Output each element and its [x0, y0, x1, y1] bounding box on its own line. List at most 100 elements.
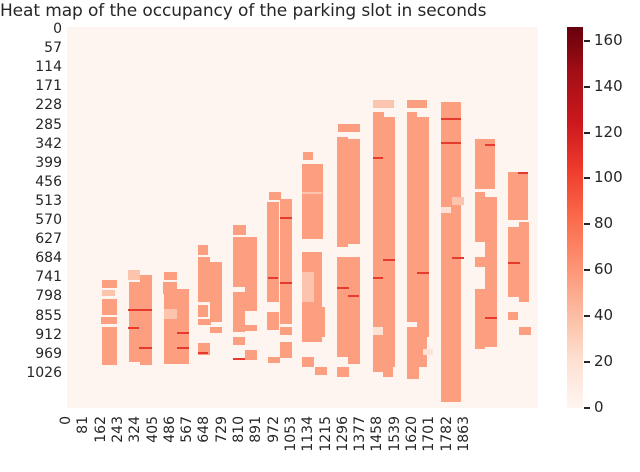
- heatmap-cell: [102, 280, 117, 288]
- heatmap-cell: [417, 117, 429, 337]
- heatmap-cell: [485, 197, 497, 347]
- heatmap-cell: [452, 257, 464, 259]
- y-tick-label: 228: [35, 97, 62, 114]
- heatmap-cell: [101, 317, 117, 324]
- heatmap-cell: [337, 367, 349, 377]
- y-tick-label: 285: [35, 116, 62, 133]
- heatmap-cell: [129, 282, 140, 362]
- heatmap-cell: [268, 277, 278, 279]
- x-tick-label: 891: [248, 416, 265, 443]
- heatmap-cell: [198, 352, 208, 354]
- heatmap-cell: [210, 327, 222, 333]
- heatmap-cell: [508, 172, 528, 220]
- heatmap-cell: [280, 199, 292, 324]
- x-tick-label: 1701: [421, 416, 438, 452]
- heatmap-cell: [519, 222, 529, 302]
- x-tick-label: 0: [58, 416, 74, 425]
- heatmap-cell: [337, 137, 348, 247]
- heatmap-cell: [373, 100, 394, 108]
- heatmap-cell: [177, 347, 189, 349]
- heatmap-cell: [383, 259, 395, 261]
- heatmap-cell: [102, 290, 115, 296]
- heatmap-cell: [198, 319, 211, 325]
- heatmap-cell: [302, 357, 314, 367]
- heatmap-cell: [177, 289, 189, 364]
- heatmap-cell: [177, 332, 189, 334]
- heatmap-cell: [267, 312, 279, 330]
- y-tick-label: 456: [35, 173, 62, 190]
- heatmap-cell: [417, 272, 429, 274]
- heatmap-cell: [302, 164, 323, 239]
- heatmap-cell: [475, 139, 495, 189]
- colorbar-tick-label: 40: [594, 306, 614, 325]
- y-tick-label: 798: [35, 288, 62, 305]
- y-tick-label: 513: [35, 192, 62, 209]
- heatmap-cell: [303, 152, 313, 160]
- y-tick-label: 1026: [26, 364, 62, 381]
- heatmap-cell: [233, 337, 245, 345]
- heatmap-cell: [407, 100, 427, 108]
- heatmap-cell: [373, 112, 384, 372]
- heatmap-cell: [407, 112, 417, 322]
- heatmap-cell: [245, 350, 257, 360]
- heatmap-cell: [164, 272, 177, 280]
- heatmap-cell: [485, 144, 495, 146]
- heatmap-cell: [518, 172, 528, 174]
- x-tick-label: 1863: [455, 416, 472, 452]
- heatmap-cell: [383, 117, 395, 367]
- heatmap-cell: [338, 124, 360, 132]
- colorbar-tick: [584, 269, 590, 272]
- colorbar-tick: [584, 131, 590, 134]
- x-tick-label: 81: [75, 416, 92, 434]
- heatmap-cell: [280, 342, 292, 358]
- heatmap-cell: [407, 367, 419, 379]
- heatmap-cell: [128, 270, 140, 280]
- x-tick-label: 1215: [317, 416, 334, 452]
- colorbar-tick: [584, 315, 590, 318]
- heatmap-cell: [475, 333, 487, 341]
- y-tick-label: 0: [53, 21, 62, 37]
- heatmap-cell: [280, 282, 292, 284]
- x-tick-label: 648: [196, 416, 213, 443]
- heatmap-cell: [198, 305, 208, 317]
- heatmap-cell: [475, 257, 495, 267]
- heatmap-cell: [163, 282, 177, 294]
- heatmap-cell: [315, 367, 327, 375]
- heatmap-cell: [280, 327, 292, 335]
- y-tick-label: 171: [35, 78, 62, 95]
- colorbar-tick-label: 20: [594, 352, 614, 371]
- colorbar-tick-label: 0: [594, 398, 604, 416]
- x-tick-label: 405: [144, 416, 161, 443]
- heatmap-cell: [373, 327, 383, 335]
- heatmap-cell: [164, 309, 177, 319]
- y-tick-label: 912: [35, 326, 62, 343]
- x-tick-label: 1620: [404, 416, 420, 452]
- colorbar-tick-label: 60: [594, 260, 614, 279]
- x-tick-label: 1782: [438, 416, 455, 452]
- heatmap-cell: [164, 294, 177, 364]
- heatmap-cell: [423, 349, 433, 355]
- heatmap-cell: [280, 217, 292, 219]
- heatmap-cell: [267, 202, 279, 302]
- heatmap-cell: [245, 241, 257, 311]
- x-tick-label: 486: [161, 416, 178, 443]
- heatmap-cell: [198, 245, 208, 255]
- heatmap-cell: [337, 257, 360, 357]
- y-tick-label: 399: [35, 154, 62, 171]
- x-tick-label: 1053: [282, 416, 299, 452]
- colorbar-tick-label: 80: [594, 214, 614, 233]
- heatmap-cell: [198, 257, 210, 302]
- x-tick-label: 567: [179, 416, 196, 443]
- heatmap-cell: [268, 357, 280, 363]
- x-tick-label: 324: [127, 416, 144, 443]
- heatmap-cell: [383, 367, 393, 377]
- x-tick-label: 1377: [352, 416, 369, 452]
- x-tick-label: 1296: [334, 416, 351, 452]
- heatmap-cell: [407, 327, 427, 367]
- heatmap-cell: [441, 277, 451, 327]
- heatmap-cell: [475, 192, 485, 242]
- colorbar-tick: [584, 223, 590, 226]
- heatmap-plot-area: [67, 27, 538, 408]
- heatmap-cell: [441, 207, 451, 213]
- x-tick-label: 162: [92, 416, 109, 443]
